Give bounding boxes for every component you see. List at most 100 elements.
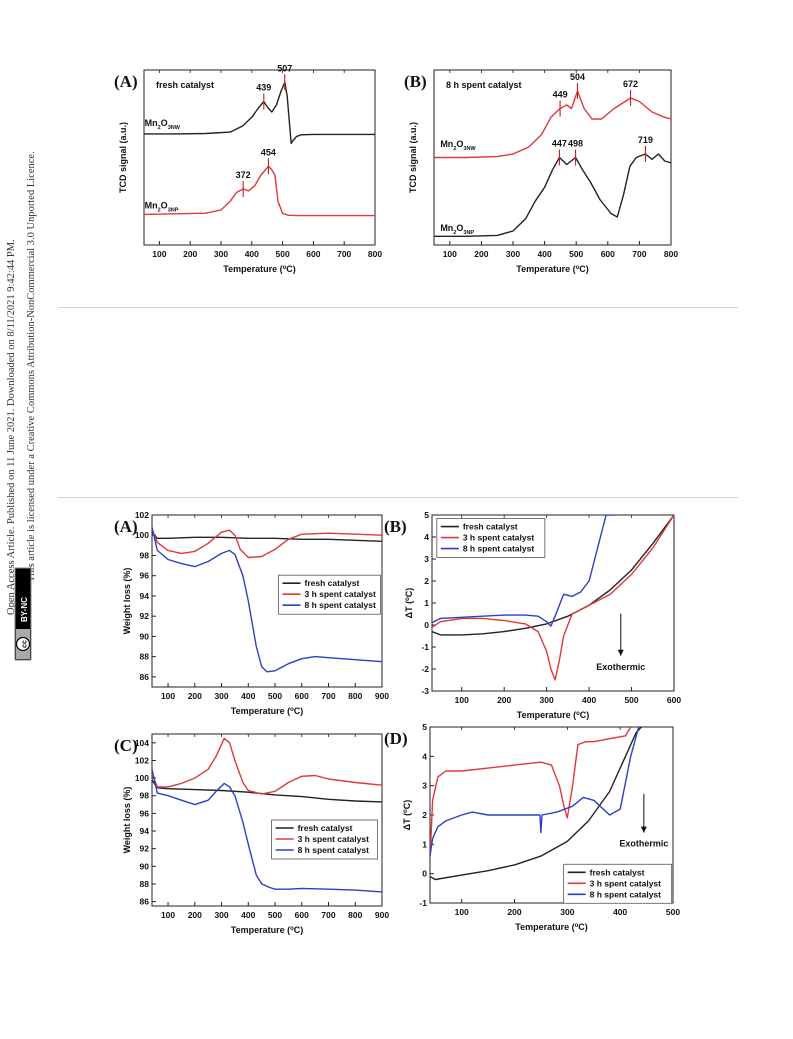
y-tick-label: -2 [421, 664, 429, 674]
peak-label: 372 [236, 170, 251, 180]
series-label: Mn2O3NP [145, 200, 179, 213]
y-tick-label: 100 [135, 530, 149, 540]
series-line-mn2o3nw [434, 90, 671, 159]
peak-label: 454 [261, 147, 276, 157]
panel-label: (A) [114, 72, 138, 91]
peak-label: 719 [638, 135, 653, 145]
x-tick-label: 900 [375, 691, 389, 701]
y-tick-label: 88 [140, 879, 150, 889]
x-tick-label: 600 [667, 695, 681, 705]
y-tick-label: 4 [422, 751, 427, 761]
chart-tpr-B: 100 200 300 400 500 600 700 800 Temperature (oC)… [404, 69, 678, 274]
x-axis-label: Temperature (oC) [223, 264, 296, 274]
chart-dta-B: 100 200 300 400 500 600 -3 -2 -1 0 1 2 3 4 5 Temperatur… [384, 510, 681, 720]
y-tick-label: 92 [140, 844, 150, 854]
license-line-2: This article is licensed under a Creativ… [26, 151, 37, 582]
chart-tga-C: 100 200 300 400 500 600 700 800 900 86 88 90 92 94 96 9… [114, 733, 389, 935]
y-tick-label: 1 [422, 839, 427, 849]
x-tick-label: 800 [368, 249, 382, 259]
chart-dta-D: 100 200 300 400 500 -1 0 1 2 3 4 5 Temperature (oC) Δ… [384, 722, 680, 932]
y-tick-label: 5 [422, 722, 427, 732]
y-axis-label: ΔT (oC) [404, 588, 414, 619]
y-tick-label: 2 [422, 810, 427, 820]
plot-frame [151, 514, 383, 688]
y-tick-label: 94 [140, 591, 150, 601]
series-line-8-h-spent-catalyst [430, 727, 640, 857]
panel-label: (A) [114, 517, 138, 536]
series-line-3-h-spent-catalyst [152, 737, 382, 795]
x-tick-label: 400 [241, 691, 255, 701]
x-tick-label: 600 [306, 249, 320, 259]
x-tick-label: 300 [214, 910, 228, 920]
legend-entry: 3 h spent catalyst [298, 834, 370, 844]
cc-icon [15, 636, 31, 652]
peak-label: 672 [623, 79, 638, 89]
series-label: Mn2O3NW [145, 118, 181, 131]
x-tick-label: 500 [268, 910, 282, 920]
y-tick-label: 96 [140, 808, 150, 818]
plot-frame [151, 733, 383, 907]
y-tick-label: 94 [140, 826, 150, 836]
legend-entry: 3 h spent catalyst [305, 589, 377, 599]
y-tick-label: 88 [140, 652, 150, 662]
x-tick-label: 200 [188, 691, 202, 701]
cc-badge-text: BY-NC [20, 597, 29, 622]
legend-entry: fresh catalyst [298, 823, 353, 833]
x-tick-label: 700 [337, 249, 351, 259]
series-line-fresh-catalyst [432, 515, 674, 636]
x-tick-label: 400 [582, 695, 596, 705]
x-axis-label: Temperature (oC) [231, 706, 304, 716]
arrow-head [640, 826, 647, 833]
inset-title: fresh catalyst [156, 80, 214, 90]
x-tick-label: 600 [601, 249, 615, 259]
annotation-label: Exothermic [596, 662, 645, 672]
license-line-1: Open Access Article. Published on 11 Jun… [6, 239, 17, 615]
y-tick-label: -1 [419, 898, 427, 908]
legend-entry: 8 h spent catalyst [590, 889, 662, 899]
y-axis-label: Weight loss (%) [122, 568, 132, 635]
series-line-fresh-catalyst [152, 779, 382, 803]
y-tick-label: 0 [422, 869, 427, 879]
x-tick-label: 200 [507, 907, 521, 917]
y-tick-label: 102 [135, 755, 149, 765]
license-side-note-svg: Open Access Article. Published on 11 Jun… [6, 151, 37, 661]
y-axis-label: TCD signal (a.u.) [118, 122, 128, 193]
peak-label: 449 [553, 90, 568, 100]
y-tick-label: -3 [421, 686, 429, 696]
y-tick-label: 98 [140, 791, 150, 801]
y-axis-label: TCD signal (a.u.) [408, 122, 418, 193]
x-tick-label: 100 [161, 691, 175, 701]
x-tick-label: 300 [214, 691, 228, 701]
legend-entry: fresh catalyst [463, 522, 518, 532]
x-tick-label: 500 [666, 907, 680, 917]
x-tick-label: 100 [455, 907, 469, 917]
y-tick-label: 92 [140, 611, 150, 621]
series-line-mn2o3np [434, 153, 671, 238]
y-tick-label: 90 [140, 861, 150, 871]
x-tick-label: 400 [245, 249, 259, 259]
x-tick-label: 800 [664, 249, 678, 259]
peak-label: 504 [570, 72, 585, 82]
y-tick-label: 3 [422, 781, 427, 791]
x-axis-label: Temperature (oC) [515, 922, 588, 932]
y-tick-label: 2 [424, 576, 429, 586]
series-line-fresh-catalyst [430, 727, 642, 881]
legend-entry: 8 h spent catalyst [298, 845, 370, 855]
x-tick-label: 700 [321, 910, 335, 920]
x-axis-label: Temperature (oC) [516, 264, 589, 274]
series-line-8-h-spent-catalyst [432, 515, 615, 627]
peak-label: 439 [256, 83, 271, 93]
y-tick-label: 98 [140, 550, 150, 560]
x-tick-label: 700 [632, 249, 646, 259]
peak-label: 507 [277, 63, 292, 73]
x-axis-label: Temperature (oC) [231, 925, 304, 935]
series-line-mn2o3nw [144, 81, 375, 145]
license-side-note: Open Access Article. Published on 11 Jun… [0, 0, 60, 700]
y-tick-label: 100 [135, 773, 149, 783]
x-tick-label: 400 [538, 249, 552, 259]
x-tick-label: 600 [295, 910, 309, 920]
legend-entry: 8 h spent catalyst [463, 544, 535, 554]
series-line-8-h-spent-catalyst [152, 526, 382, 673]
y-tick-label: 96 [140, 571, 150, 581]
x-tick-label: 700 [321, 691, 335, 701]
